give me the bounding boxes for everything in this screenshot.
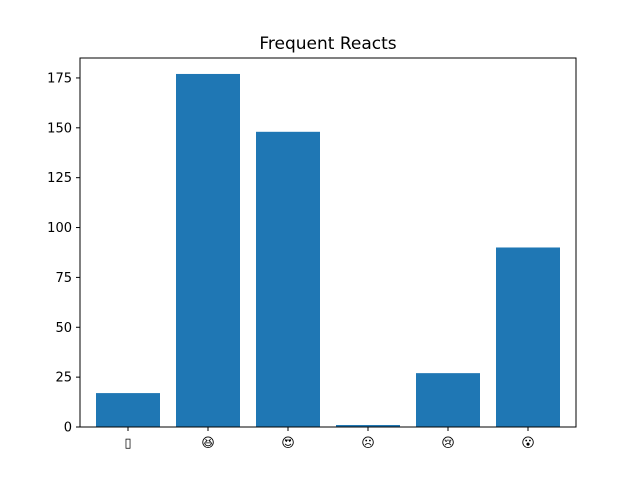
y-tick-label-1: 25	[55, 371, 72, 386]
y-axis: 0 25 50 75 100 125 150 175	[47, 71, 80, 436]
bar-2	[256, 131, 320, 428]
x-axis: ▯ 😆 😍 ☹ 😢 😮	[124, 427, 535, 451]
y-tick-label-3: 75	[55, 271, 72, 286]
chart-title: Frequent Reacts	[259, 34, 396, 54]
y-tick-label-7: 175	[47, 71, 72, 86]
bar-1	[176, 73, 240, 427]
x-tick-label-1: 😆	[201, 436, 215, 451]
y-tick-label-2: 50	[55, 321, 72, 336]
x-tick-label-3: ☹	[361, 436, 375, 451]
bar-4	[416, 373, 480, 427]
x-tick-label-0: ▯	[124, 436, 131, 451]
x-tick-label-5: 😮	[521, 436, 535, 451]
bar-3	[336, 425, 400, 427]
y-tick-label-6: 150	[47, 121, 72, 136]
bar-0	[96, 393, 160, 427]
y-tick-label-4: 100	[47, 221, 72, 236]
plot-frame	[79, 57, 577, 428]
x-tick-label-4: 😢	[441, 436, 455, 451]
bars-layer	[96, 73, 560, 428]
x-tick-label-2: 😍	[281, 436, 295, 451]
y-tick-label-5: 125	[47, 171, 72, 186]
bar-5	[496, 247, 560, 427]
y-tick-label-0: 0	[64, 421, 72, 436]
